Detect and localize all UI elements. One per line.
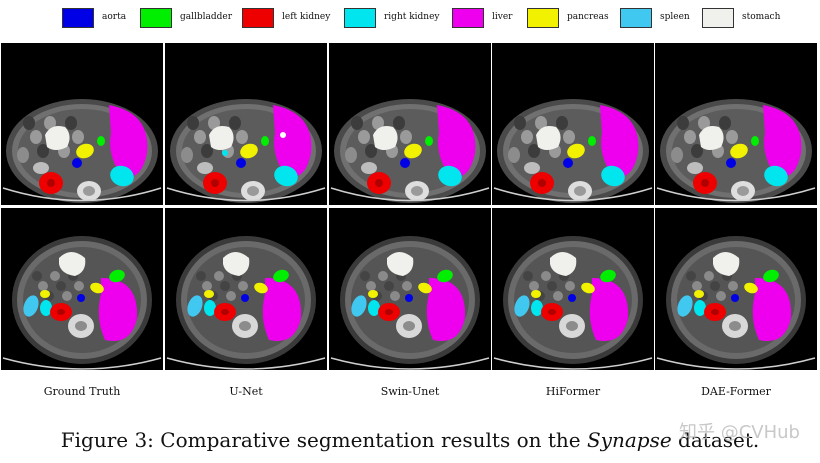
column-label-hiformer: HiFormer bbox=[545, 385, 601, 398]
ct-slice-image bbox=[492, 43, 654, 205]
column-label-swin-unet: Swin-Unet bbox=[380, 385, 440, 398]
ct-slice-image bbox=[329, 208, 491, 370]
column-label-ground-truth: Ground Truth bbox=[43, 385, 121, 398]
legend-label-left-kidney: left kidney bbox=[282, 12, 331, 22]
legend-label-aorta: aorta bbox=[102, 12, 127, 22]
ct-slice-image bbox=[1, 43, 163, 205]
legend-label-right-kidney: right kidney bbox=[384, 12, 440, 22]
legend-swatch-right-kidney bbox=[344, 8, 376, 28]
ct-slice-image bbox=[655, 208, 817, 370]
ct-slice-image bbox=[329, 43, 491, 205]
legend-label-gallbladder: gallbladder bbox=[180, 12, 233, 22]
legend-swatch-spleen bbox=[620, 8, 652, 28]
ct-slice-image bbox=[165, 43, 327, 205]
legend-swatch-left-kidney bbox=[242, 8, 274, 28]
caption-dataset: Synapse bbox=[586, 428, 672, 452]
legend-swatch-pancreas bbox=[527, 8, 559, 28]
legend-swatch-liver bbox=[452, 8, 484, 28]
column-label-u-net: U-Net bbox=[229, 385, 263, 398]
legend-label-stomach: stomach bbox=[742, 12, 781, 22]
ct-slice-image bbox=[1, 208, 163, 370]
caption-suffix: dataset. bbox=[671, 428, 760, 452]
legend-label-spleen: spleen bbox=[660, 12, 690, 22]
legend-swatch-gallbladder bbox=[140, 8, 172, 28]
caption-prefix: Figure 3: Comparative segmentation resul… bbox=[60, 428, 587, 452]
legend-swatch-aorta bbox=[62, 8, 94, 28]
legend-label-liver: liver bbox=[492, 12, 513, 22]
ct-slice-image bbox=[655, 43, 817, 205]
watermark: 知乎 @CVHub bbox=[679, 422, 800, 443]
legend: aorta gallbladder left kidney right kidn… bbox=[0, 0, 820, 36]
ct-slice-image bbox=[165, 208, 327, 370]
figure-caption: Figure 3: Comparative segmentation resul… bbox=[0, 428, 820, 452]
legend-label-pancreas: pancreas bbox=[567, 12, 609, 22]
legend-swatch-stomach bbox=[702, 8, 734, 28]
column-label-dae-former: DAE-Former bbox=[701, 385, 771, 398]
ct-slice-image bbox=[492, 208, 654, 370]
